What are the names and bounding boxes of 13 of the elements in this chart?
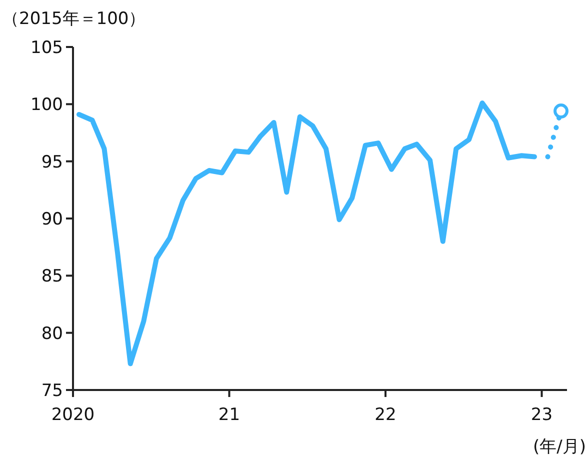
- y-tick-label: 75: [41, 381, 63, 401]
- y-tick-label: 105: [30, 38, 63, 58]
- y-axis-title: （2015年＝100）: [2, 9, 146, 29]
- y-tick-label: 85: [41, 266, 63, 287]
- x-axis-title: (年/月): [533, 437, 586, 457]
- y-tick-label: 95: [41, 152, 63, 172]
- x-tick-label: 21: [218, 405, 240, 425]
- x-tick-label: 22: [374, 405, 396, 425]
- y-tick-label: 100: [30, 95, 63, 116]
- y-tick-label: 80: [41, 324, 63, 344]
- x-tick-label: 23: [530, 405, 553, 425]
- y-tick-label: 90: [41, 210, 63, 230]
- x-tick-label: 2020: [51, 405, 95, 425]
